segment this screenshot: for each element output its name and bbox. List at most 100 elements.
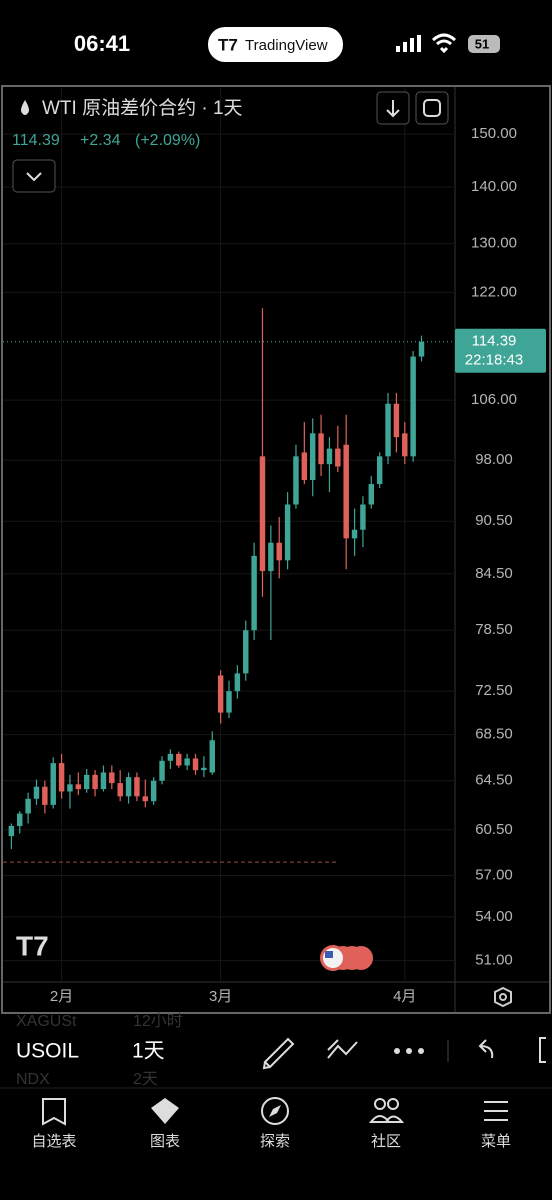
battery-icon xyxy=(468,35,500,53)
more-button[interactable] xyxy=(394,1048,424,1054)
price-tag xyxy=(455,328,546,373)
tab-icon xyxy=(368,1098,405,1123)
candle-body xyxy=(167,753,174,761)
y-tick-label: 84.50 xyxy=(475,565,513,582)
y-tick-label: 72.50 xyxy=(475,682,513,699)
candle-body xyxy=(83,774,90,790)
svg-text:T7: T7 xyxy=(218,35,238,54)
battery-level: 51 xyxy=(475,36,489,51)
candle-body xyxy=(17,813,23,827)
candle-body xyxy=(209,740,215,773)
y-tick-label: 122.00 xyxy=(471,283,517,300)
signal-icon xyxy=(396,35,421,52)
candle-body xyxy=(92,774,98,790)
tab-icon xyxy=(42,1098,66,1126)
fullscreen-button[interactable] xyxy=(415,91,449,125)
y-tick-label: 130.00 xyxy=(471,235,517,252)
candle-body xyxy=(360,504,366,530)
indicator-tool[interactable] xyxy=(327,1039,358,1059)
tv-logo: T7 xyxy=(16,930,49,961)
candle-body xyxy=(293,456,299,505)
y-tick-label: 64.50 xyxy=(475,772,513,789)
tab-icon xyxy=(261,1097,289,1125)
countdown-label: 22:18:43 xyxy=(465,352,523,369)
candle-body xyxy=(335,448,341,467)
undo-button[interactable] xyxy=(478,1039,494,1059)
tab-label[interactable]: 菜单 xyxy=(481,1133,511,1150)
candle-body xyxy=(301,452,308,481)
price: 114.39 xyxy=(12,132,60,149)
candle-body xyxy=(251,555,257,631)
candle-body xyxy=(58,763,65,792)
candle-body xyxy=(226,691,232,713)
candle-body xyxy=(376,456,383,485)
candle-body xyxy=(284,504,291,561)
candle-body xyxy=(150,780,157,802)
candle-body xyxy=(318,433,324,465)
candle-body xyxy=(125,777,132,797)
tab-icon xyxy=(151,1098,179,1124)
candle-body xyxy=(42,786,48,805)
interval-select[interactable]: 1天 xyxy=(132,1040,165,1063)
x-tick-label: 2月 xyxy=(50,988,73,1005)
brand-name: TradingView xyxy=(245,37,328,54)
collapse-button[interactable] xyxy=(12,159,56,193)
y-tick-label: 68.50 xyxy=(475,726,513,743)
y-tick-label: 106.00 xyxy=(471,391,517,408)
candle-body xyxy=(134,777,140,797)
candle-body xyxy=(192,758,199,771)
y-tick-label: 60.50 xyxy=(475,821,513,838)
candle-body xyxy=(75,784,82,790)
candle-body xyxy=(117,783,123,797)
ghost-symbol: NDX xyxy=(16,1071,50,1088)
wifi-icon xyxy=(431,33,457,54)
brand-pill xyxy=(208,27,343,62)
tab-label[interactable]: 社区 xyxy=(371,1133,401,1150)
y-tick-label: 90.50 xyxy=(475,512,513,529)
candle-body xyxy=(309,433,316,481)
settings-icon[interactable] xyxy=(494,986,512,1008)
tab-label[interactable]: 探索 xyxy=(260,1133,290,1150)
ghost-symbol: XAGUSt xyxy=(16,1013,77,1030)
event-flags[interactable] xyxy=(320,945,373,971)
tab-icon xyxy=(484,1101,508,1121)
candle-body xyxy=(142,796,149,802)
tab-label[interactable]: 自选表 xyxy=(31,1133,76,1150)
candle-body xyxy=(234,673,241,692)
y-tick-label: 150.00 xyxy=(471,125,517,142)
candle-body xyxy=(243,630,249,674)
symbol-title: WTI 原油差价合约 · 1天 xyxy=(42,97,243,119)
candle-body xyxy=(100,772,107,790)
y-tick-label: 78.50 xyxy=(475,621,513,638)
tab-label[interactable]: 图表 xyxy=(150,1133,180,1150)
ghost-interval: 2天 xyxy=(133,1071,158,1088)
candle-body xyxy=(326,448,333,465)
change-pct: (+2.09%) xyxy=(135,132,200,149)
symbol-select[interactable]: USOIL xyxy=(16,1040,79,1063)
candle-body xyxy=(410,356,416,457)
candle-body xyxy=(393,403,400,438)
redo-button[interactable] xyxy=(539,1037,546,1063)
candle-body xyxy=(385,403,391,457)
candle-body xyxy=(418,341,425,357)
candle-body xyxy=(8,826,15,837)
candle-body xyxy=(351,529,358,539)
ghost-interval: 12小时 xyxy=(133,1012,183,1030)
price-tag-label: 114.39 xyxy=(472,333,517,350)
candle-body xyxy=(109,772,115,784)
candle-body xyxy=(217,675,224,713)
change: +2.34 xyxy=(80,132,121,149)
candle-body xyxy=(276,542,282,561)
candle-body xyxy=(368,484,375,505)
candle-body xyxy=(176,753,182,766)
candle-body xyxy=(343,444,349,539)
candle-body xyxy=(268,542,274,572)
y-tick-label: 54.00 xyxy=(475,908,513,925)
oil-icon xyxy=(21,100,29,115)
y-tick-label: 57.00 xyxy=(475,866,513,883)
candle-body xyxy=(184,758,190,766)
draw-tool[interactable] xyxy=(262,1037,295,1070)
candle-body xyxy=(50,763,56,805)
